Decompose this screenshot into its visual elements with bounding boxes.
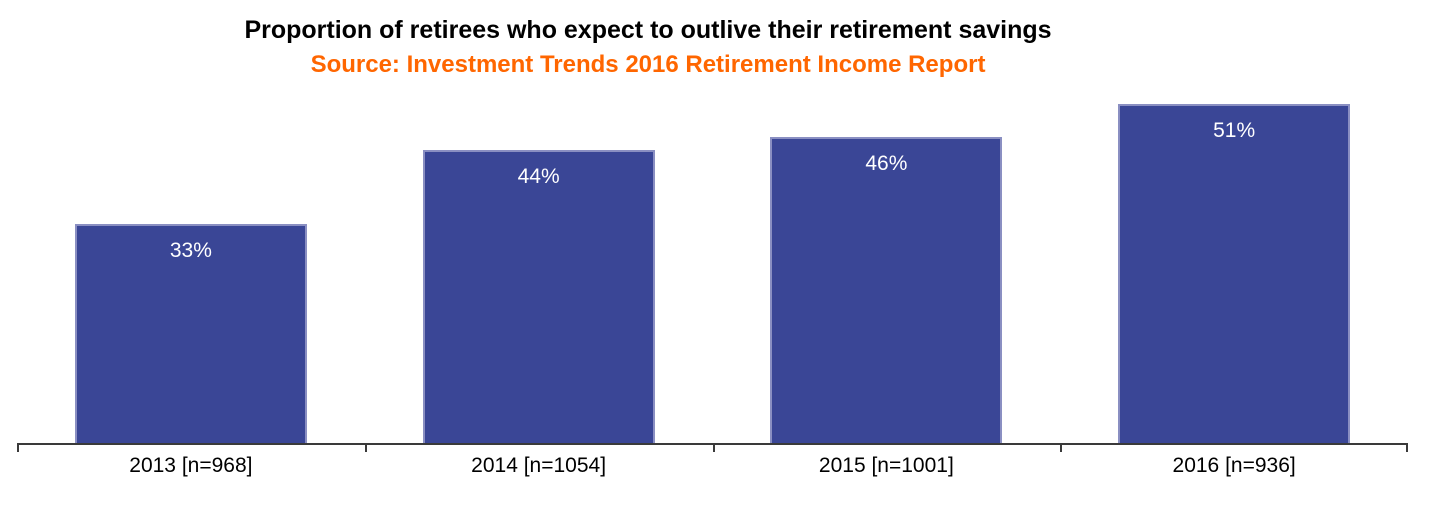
bar-value-label: 51% [1213,119,1256,142]
x-axis-line [17,443,1408,452]
x-axis-label-2015: 2015 [n=1001] [818,454,954,477]
bar-2016: 51% [1118,104,1351,443]
bar-value-label: 44% [517,165,560,188]
bar-value-label: 33% [169,239,212,262]
bar-chart: 33% 44% 46% 51% 2013 [n=968] 2014 [n=1054] 20… [17,104,1408,478]
bar-cell-2014: 44% [365,104,713,443]
bar-2015: 46% [770,137,1003,443]
chart-title: Proportion of retirees who expect to out… [244,16,1052,44]
x-axis-label-2014: 2014 [n=1054] [471,454,607,477]
chart-subtitle: Source: Investment Trends 2016 Retiremen… [310,50,986,78]
plot-area: 33% 44% 46% 51% [17,104,1408,443]
bar-value-label: 46% [865,152,908,175]
x-axis-tick [1060,445,1063,452]
x-axis-labels: 2013 [n=968] 2014 [n=1054] 2015 [n=1001] 20… [17,454,1408,478]
x-axis-tick [1406,445,1408,452]
x-axis-tick [712,445,715,452]
bar-cell-2015: 46% [713,104,1061,443]
x-axis-tick [364,445,367,452]
chart-header: Proportion of retirees who expect to out… [0,16,1296,78]
x-axis-label-2016: 2016 [n=936] [1172,454,1296,477]
x-axis-tick [17,445,19,452]
bar-cell-2013: 33% [17,104,365,443]
bar-cell-2016: 51% [1060,104,1408,443]
bar-2014: 44% [422,150,655,443]
bar-2013: 33% [74,224,307,443]
x-axis-label-2013: 2013 [n=968] [129,454,253,477]
